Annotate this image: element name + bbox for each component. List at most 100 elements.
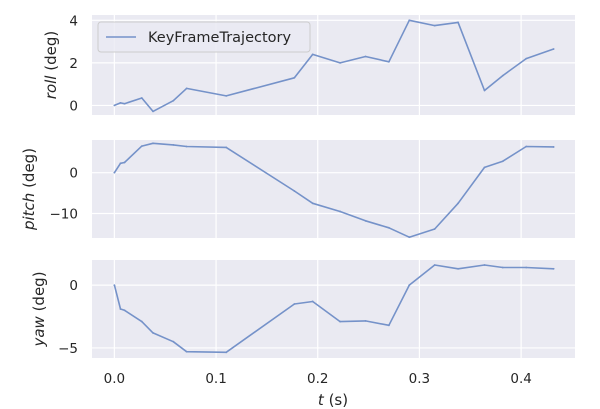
- data-point-pitch-15: [457, 202, 459, 205]
- svg-text:t (s): t (s): [318, 391, 348, 409]
- y-tick-label-roll-1: 2: [69, 56, 78, 72]
- series-roll: [113, 19, 555, 113]
- data-point-roll-19: [552, 48, 555, 50]
- data-point-roll-4: [152, 110, 154, 113]
- y-axis-label-yaw-unit: (deg): [30, 271, 48, 316]
- svg-text:roll (deg): roll (deg): [42, 31, 60, 99]
- data-point-yaw-3: [140, 320, 143, 323]
- legend-box: [97, 21, 311, 53]
- legend: KeyFrameTrajectory: [97, 21, 311, 53]
- data-point-pitch-13: [408, 236, 411, 239]
- data-point-roll-1: [119, 101, 122, 104]
- series-yaw: [113, 264, 555, 354]
- grid-yaw: [92, 260, 575, 358]
- data-point-roll-6: [185, 87, 188, 90]
- data-point-yaw-11: [364, 320, 367, 322]
- data-point-pitch-19: [552, 146, 555, 148]
- data-point-roll-0: [113, 104, 116, 107]
- x-tick-label-0: 0.0: [104, 371, 125, 387]
- data-point-roll-7: [225, 94, 228, 97]
- data-point-yaw-12: [388, 324, 390, 327]
- panel-yaw: −5 0 0.0 0.1 0.2 0.3 0.4 yaw (deg): [30, 260, 575, 387]
- data-point-pitch-12: [388, 226, 390, 229]
- grid-roll: [92, 15, 575, 115]
- data-point-yaw-16: [483, 264, 486, 266]
- y-ticks-yaw: −5 0: [58, 278, 78, 357]
- data-point-yaw-2: [123, 309, 126, 312]
- x-tick-label-4: 0.4: [510, 371, 531, 387]
- data-point-pitch-14: [433, 228, 436, 230]
- data-point-pitch-8: [293, 190, 296, 192]
- data-point-yaw-4: [152, 331, 154, 334]
- data-point-roll-2: [123, 102, 126, 105]
- data-point-roll-15: [457, 21, 459, 24]
- series-line-yaw: [113, 264, 554, 354]
- y-tick-label-roll-2: 4: [69, 13, 78, 29]
- y-axis-label-pitch-var: pitch: [20, 193, 38, 231]
- x-tick-label-1: 0.1: [205, 371, 226, 387]
- data-point-roll-17: [501, 74, 504, 77]
- x-axis-label-var: t: [318, 391, 325, 409]
- data-point-pitch-4: [152, 142, 154, 145]
- svg-text:pitch (deg): pitch (deg): [20, 148, 38, 231]
- series-pitch: [113, 142, 555, 239]
- data-point-yaw-13: [408, 284, 411, 287]
- panel-pitch: −10 0 pitch (deg): [20, 140, 575, 239]
- data-point-pitch-10: [339, 210, 342, 213]
- y-ticks-roll: 0 2 4: [69, 13, 78, 114]
- data-point-pitch-9: [311, 202, 314, 205]
- y-tick-label-pitch-0: −10: [50, 207, 79, 223]
- y-tick-label-yaw-0: −5: [58, 341, 78, 357]
- y-axis-label-roll-var: roll: [42, 75, 60, 100]
- data-point-yaw-6: [185, 350, 188, 353]
- legend-label: KeyFrameTrajectory: [148, 30, 291, 46]
- x-tick-label-3: 0.3: [409, 371, 430, 387]
- y-axis-label-roll: roll (deg): [42, 31, 60, 99]
- data-point-yaw-8: [293, 303, 296, 305]
- data-point-yaw-10: [339, 320, 342, 323]
- y-tick-label-pitch-1: 0: [69, 166, 78, 182]
- data-point-yaw-15: [457, 267, 459, 270]
- data-point-yaw-1: [119, 308, 122, 310]
- data-point-roll-18: [525, 57, 528, 60]
- y-tick-label-roll-0: 0: [69, 98, 78, 114]
- data-point-pitch-3: [140, 145, 143, 148]
- data-point-roll-9: [311, 53, 314, 56]
- plot-area-yaw: [92, 260, 575, 358]
- data-point-roll-16: [483, 89, 486, 92]
- data-point-pitch-1: [119, 162, 122, 165]
- data-point-roll-12: [388, 60, 390, 63]
- y-axis-label-roll-unit: (deg): [42, 31, 60, 76]
- data-point-yaw-0: [113, 284, 116, 287]
- data-point-yaw-14: [433, 264, 436, 266]
- y-tick-label-yaw-1: 0: [69, 278, 78, 294]
- data-point-pitch-2: [123, 161, 126, 164]
- series-line-roll: [114, 19, 554, 113]
- plot-area-pitch: [92, 140, 575, 238]
- y-axis-label-pitch-unit: (deg): [20, 148, 38, 193]
- data-point-pitch-5: [172, 144, 175, 146]
- data-point-pitch-16: [483, 166, 486, 169]
- data-point-roll-10: [339, 61, 342, 64]
- x-axis-label-unit: (s): [324, 391, 348, 409]
- y-axis-label-pitch: pitch (deg): [20, 148, 38, 231]
- data-point-yaw-9: [311, 300, 314, 303]
- x-axis-label: t (s): [318, 391, 348, 409]
- data-point-roll-14: [433, 24, 436, 27]
- data-point-roll-5: [172, 99, 175, 102]
- data-point-yaw-5: [172, 340, 175, 343]
- y-axis-label-yaw-var: yaw: [30, 315, 48, 347]
- x-tick-label-2: 0.2: [307, 371, 328, 387]
- y-ticks-pitch: −10 0: [50, 166, 79, 223]
- data-point-pitch-7: [225, 146, 228, 149]
- data-point-yaw-7: [225, 351, 228, 354]
- data-point-pitch-17: [501, 160, 504, 163]
- data-point-roll-8: [293, 76, 296, 79]
- data-point-yaw-18: [525, 266, 528, 269]
- data-point-roll-13: [408, 19, 411, 22]
- data-point-pitch-6: [185, 145, 188, 148]
- data-point-roll-3: [140, 97, 143, 99]
- data-point-roll-11: [364, 55, 367, 58]
- data-point-yaw-17: [501, 266, 504, 269]
